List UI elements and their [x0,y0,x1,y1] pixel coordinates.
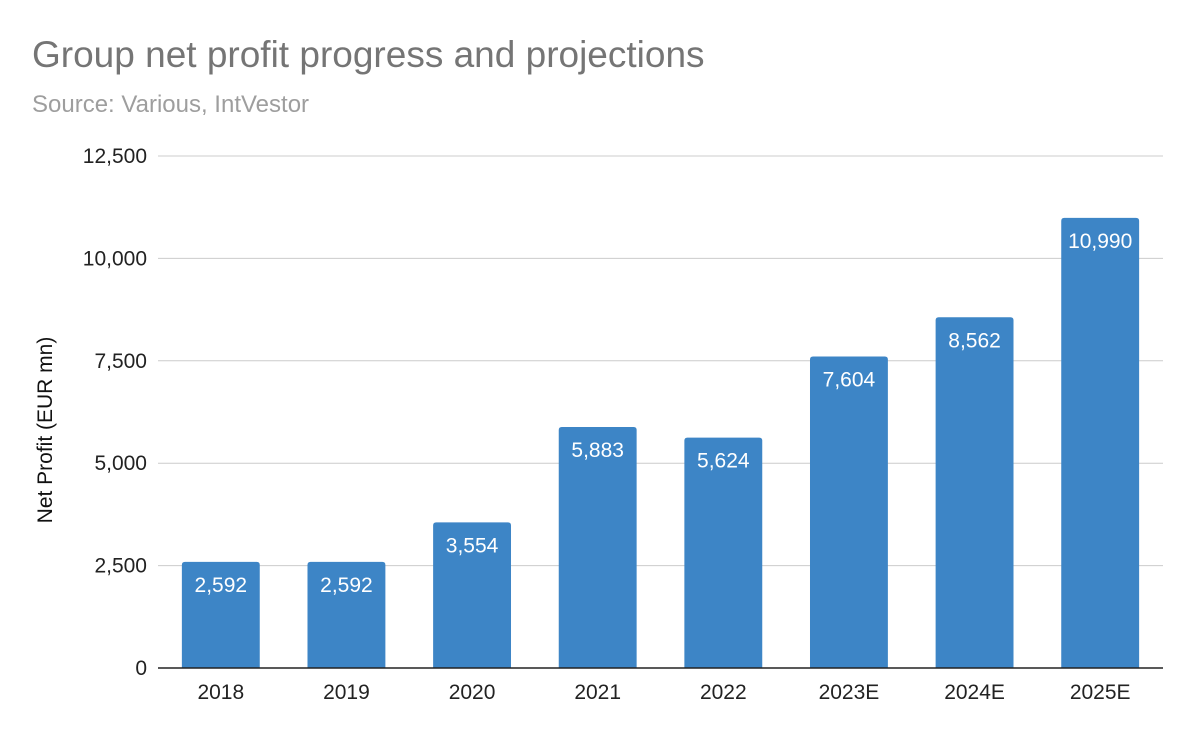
x-tick-label: 2020 [449,681,496,704]
chart-title: Group net profit progress and projection… [32,34,705,75]
bar [809,356,888,668]
x-tick-label: 2018 [197,681,244,704]
bar [307,561,386,668]
x-tick-label: 2023E [819,681,880,704]
x-axis-ticks: 2018 2019 2020 2021 2022 2023E 2024E 2025E [197,681,1130,704]
bar-value-label: 3,554 [446,534,499,557]
bar-value-label: 2,592 [195,574,248,597]
bar [1061,217,1140,668]
y-axis-label: Net Profit (EUR mn) [34,337,57,524]
bar-value-label: 5,624 [697,450,750,473]
bar-value-label: 10,990 [1068,230,1132,253]
bar [558,427,637,668]
x-tick-label: 2025E [1070,681,1131,704]
y-tick-label: 12,500 [83,145,147,168]
y-tick-label: 0 [135,657,147,680]
y-tick-label: 2,500 [94,555,147,578]
y-tick-label: 5,000 [94,452,147,475]
y-tick-label: 7,500 [94,350,147,373]
x-tick-label: 2022 [700,681,747,704]
x-tick-label: 2019 [323,681,370,704]
chart-subtitle: Source: Various, IntVestor [32,91,310,118]
y-axis-ticks: 0 2,500 5,000 7,500 10,000 12,500 [83,145,147,680]
bar-value-label: 7,604 [823,369,876,392]
bar [433,522,512,668]
bars [181,217,1140,668]
x-tick-label: 2024E [944,681,1005,704]
bar [181,561,260,668]
x-tick-label: 2021 [574,681,621,704]
bar-value-label: 2,592 [320,574,373,597]
bar-value-label: 8,562 [948,329,1001,352]
bar [935,317,1014,668]
y-tick-label: 10,000 [83,247,147,270]
data-labels: 2,592 2,592 3,554 5,883 5,624 7,604 8,562 10,99… [195,230,1133,597]
bar [684,437,763,668]
bar-value-label: 5,883 [571,439,624,462]
